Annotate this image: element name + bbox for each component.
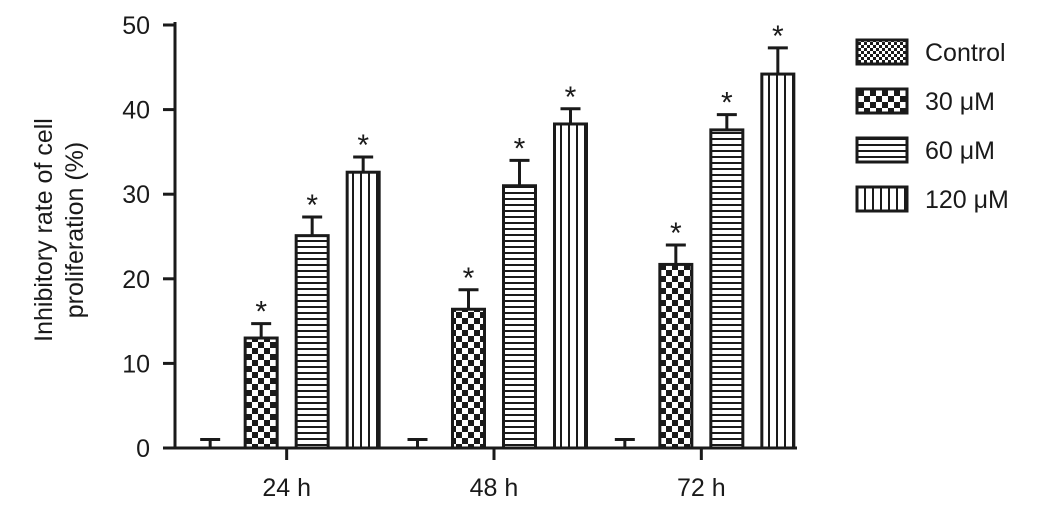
bar — [294, 234, 330, 450]
bar — [345, 170, 381, 450]
bar — [658, 262, 694, 450]
legend-swatch — [855, 87, 909, 115]
significance-marker: * — [565, 81, 577, 114]
y-axis-title-line-1: Inhibitory rate of cell — [30, 118, 58, 342]
x-ticks: 24 h 48 h 72 h — [262, 448, 726, 502]
bars: * * * * * * * * * — [200, 20, 796, 450]
significance-marker: * — [772, 20, 784, 53]
bar — [760, 72, 796, 450]
y-tick-label: 50 — [122, 12, 150, 40]
y-tick-label: 0 — [136, 435, 150, 463]
y-tick-label: 40 — [122, 97, 150, 125]
significance-marker: * — [463, 262, 475, 295]
significance-marker: * — [306, 189, 318, 222]
significance-marker: * — [255, 296, 267, 329]
y-ticks: 0 10 20 30 40 50 — [122, 12, 175, 463]
legend-label: 30 μM — [925, 88, 995, 116]
legend: Control 30 μM 60 μM 120 μM — [855, 38, 1009, 214]
y-tick-label: 10 — [122, 350, 150, 378]
bar — [451, 307, 486, 450]
y-tick-label: 30 — [122, 181, 150, 209]
legend-swatch — [855, 38, 909, 66]
x-tick-label: 48 h — [470, 474, 519, 502]
bar — [502, 184, 537, 450]
bar — [243, 336, 279, 450]
y-axis-title: Inhibitory rate of cell proliferation (%… — [30, 118, 89, 342]
bar — [709, 128, 745, 450]
significance-marker: * — [514, 132, 526, 165]
y-axis-title-line-2: proliferation (%) — [61, 142, 89, 318]
x-tick-label: 72 h — [677, 474, 726, 502]
significance-marker: * — [721, 87, 733, 120]
legend-label: 60 μM — [925, 137, 995, 165]
y-tick-label: 20 — [122, 266, 150, 294]
legend-label: Control — [925, 39, 1006, 67]
significance-marker: * — [357, 129, 369, 162]
significance-marker: * — [670, 217, 682, 250]
x-tick-label: 24 h — [262, 474, 311, 502]
legend-label: 120 μM — [925, 186, 1009, 214]
legend-swatch — [855, 185, 909, 213]
legend-swatch — [855, 136, 909, 164]
bar — [553, 122, 588, 450]
